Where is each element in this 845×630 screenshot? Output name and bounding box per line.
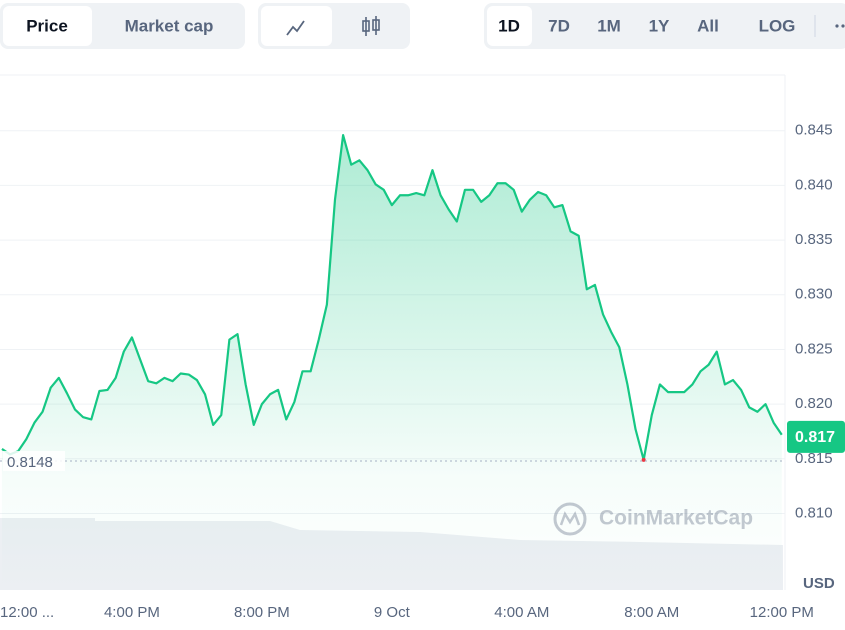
more-icon[interactable] xyxy=(835,24,845,28)
price-tag xyxy=(787,420,845,453)
plot xyxy=(0,130,785,590)
y-tick-label: 0.830 xyxy=(795,286,833,303)
range-tab[interactable]: 1M xyxy=(597,16,621,35)
range-tab[interactable]: All xyxy=(697,16,719,35)
line-type-button[interactable] xyxy=(261,6,332,46)
reference-label: 0.8148 xyxy=(7,454,53,471)
x-tick-label: 4:00 PM xyxy=(104,604,160,621)
y-tick-label: 0.810 xyxy=(795,504,833,521)
low-marker xyxy=(641,457,646,462)
price-tag-label: 0.817 xyxy=(795,429,835,446)
price-area xyxy=(1,135,782,590)
y-tick-label: 0.825 xyxy=(795,340,833,357)
range-tab[interactable]: 1D xyxy=(498,16,520,35)
y-tick-label: 0.835 xyxy=(795,231,833,248)
price-line xyxy=(1,134,783,461)
view-tab[interactable]: Market cap xyxy=(125,16,214,35)
view-tab[interactable]: Price xyxy=(26,16,68,35)
y-tick-label: 0.815 xyxy=(795,450,833,467)
candle-icon[interactable] xyxy=(362,16,380,36)
watermark: CoinMarketCap xyxy=(553,502,753,536)
active-pill xyxy=(487,6,532,46)
y-tick-label: 0.845 xyxy=(795,122,833,139)
watermark-text: CoinMarketCap xyxy=(599,507,753,530)
y-tick-label: 0.820 xyxy=(795,395,833,412)
x-tick-label: 9 Oct xyxy=(374,604,411,621)
y-tick-label: 0.840 xyxy=(795,176,833,193)
range-tab[interactable]: 7D xyxy=(548,16,570,35)
x-tick-label: 8:00 PM xyxy=(234,604,290,621)
x-tick-label: 4:00 AM xyxy=(494,604,549,621)
range-tab[interactable]: 1Y xyxy=(649,16,670,35)
active-pill xyxy=(3,6,92,46)
x-tick-label: 12:00 PM xyxy=(750,604,814,621)
line-icon xyxy=(286,20,305,36)
x-tick-label: 8:00 AM xyxy=(624,604,679,621)
range-toggle xyxy=(484,3,845,49)
reference-label-bg xyxy=(3,450,65,471)
range-tab[interactable]: LOG xyxy=(759,16,796,35)
unit-label: USD xyxy=(803,575,835,592)
x-tick-label: 12:00 ... xyxy=(0,604,54,621)
